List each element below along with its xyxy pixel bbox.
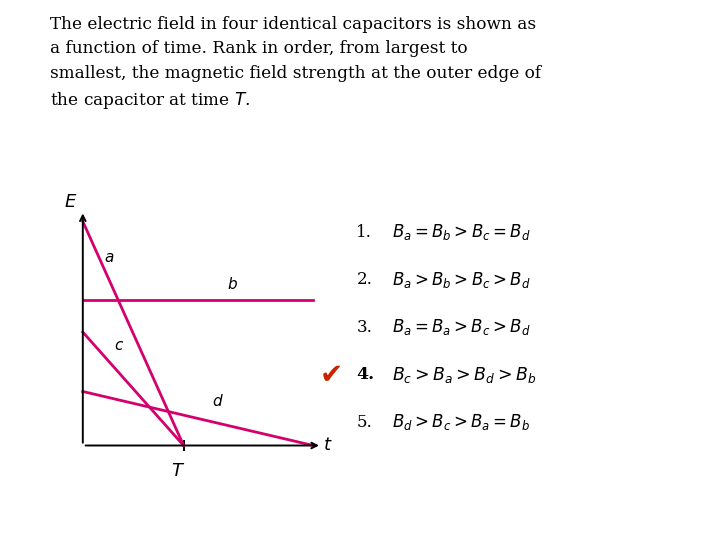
- Text: $B_a > B_b > B_c > B_d$: $B_a > B_b > B_c > B_d$: [392, 269, 531, 290]
- Text: 2.: 2.: [356, 271, 372, 288]
- Text: $d$: $d$: [212, 393, 224, 409]
- Text: $a$: $a$: [104, 251, 114, 265]
- Text: 5.: 5.: [356, 414, 372, 431]
- Text: 4.: 4.: [356, 366, 374, 383]
- Text: $T$: $T$: [171, 462, 186, 480]
- Text: 3.: 3.: [356, 319, 372, 336]
- Text: $E$: $E$: [64, 193, 77, 211]
- Text: $b$: $b$: [227, 276, 238, 292]
- Text: $B_d > B_c > B_a = B_b$: $B_d > B_c > B_a = B_b$: [392, 412, 531, 433]
- Text: $B_a = B_a > B_c > B_d$: $B_a = B_a > B_c > B_d$: [392, 317, 531, 338]
- Text: 1.: 1.: [356, 224, 372, 241]
- Text: ✔: ✔: [320, 361, 343, 389]
- Text: $c$: $c$: [114, 339, 124, 353]
- Text: $t$: $t$: [323, 436, 332, 455]
- Text: The electric field in four identical capacitors is shown as
a function of time. : The electric field in four identical cap…: [50, 16, 541, 111]
- Text: $B_a = B_b > B_c = B_d$: $B_a = B_b > B_c = B_d$: [392, 222, 531, 242]
- Text: $B_c > B_a > B_d > B_b$: $B_c > B_a > B_d > B_b$: [392, 364, 536, 385]
